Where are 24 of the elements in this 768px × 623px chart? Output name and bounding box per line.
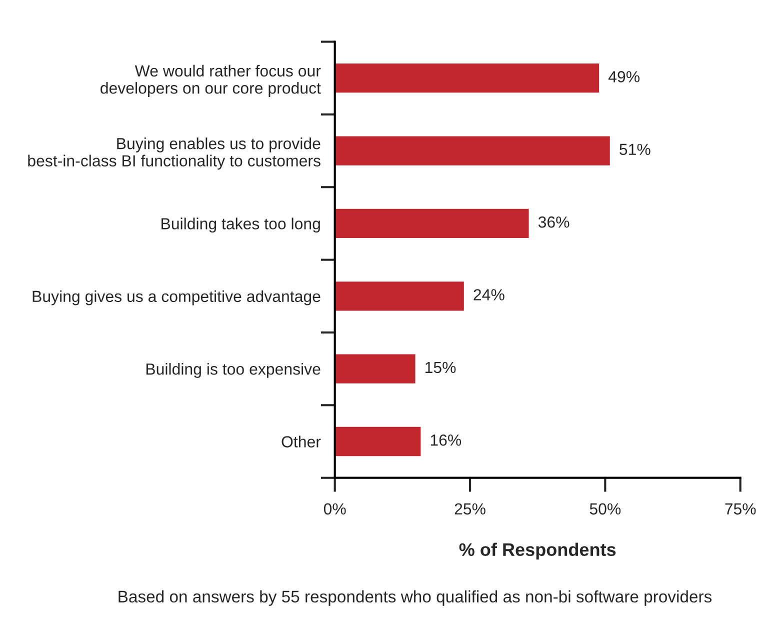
x-axis-title: % of Respondents: [459, 542, 616, 560]
x-tick-label: 0%: [324, 503, 346, 515]
data-label: 49%: [608, 71, 640, 82]
data-label: 51%: [620, 144, 650, 156]
data-label: 15%: [426, 362, 456, 374]
y-tick-label: We would rather focus our developers on our core product: [100, 64, 321, 97]
x-tick-label: 25%: [454, 503, 486, 515]
y-tick-label: Buying enables us to provide best-in-class BI functionality to customers: [28, 138, 320, 170]
text: Based on answers by 55 respondents who qualified as non-bi software providers: [118, 590, 712, 606]
data-label: 16%: [430, 434, 462, 446]
bar: [334, 426, 422, 458]
x-tick-label: 50%: [590, 503, 621, 515]
bar: [334, 207, 530, 240]
y-tick-label: Other: [282, 436, 321, 448]
data-label: 24%: [474, 289, 504, 300]
data-label: 36%: [538, 216, 570, 228]
bar: [334, 134, 612, 167]
y-tick-label: Building takes too long: [162, 218, 320, 233]
y-tick-label: Buying gives us a competitive advantage: [32, 290, 320, 306]
bar: [334, 352, 417, 385]
x-tick-label: 75%: [725, 503, 756, 515]
bar: [334, 62, 600, 94]
y-tick-label: Building is too expensive: [146, 363, 320, 378]
bar: [334, 280, 466, 312]
